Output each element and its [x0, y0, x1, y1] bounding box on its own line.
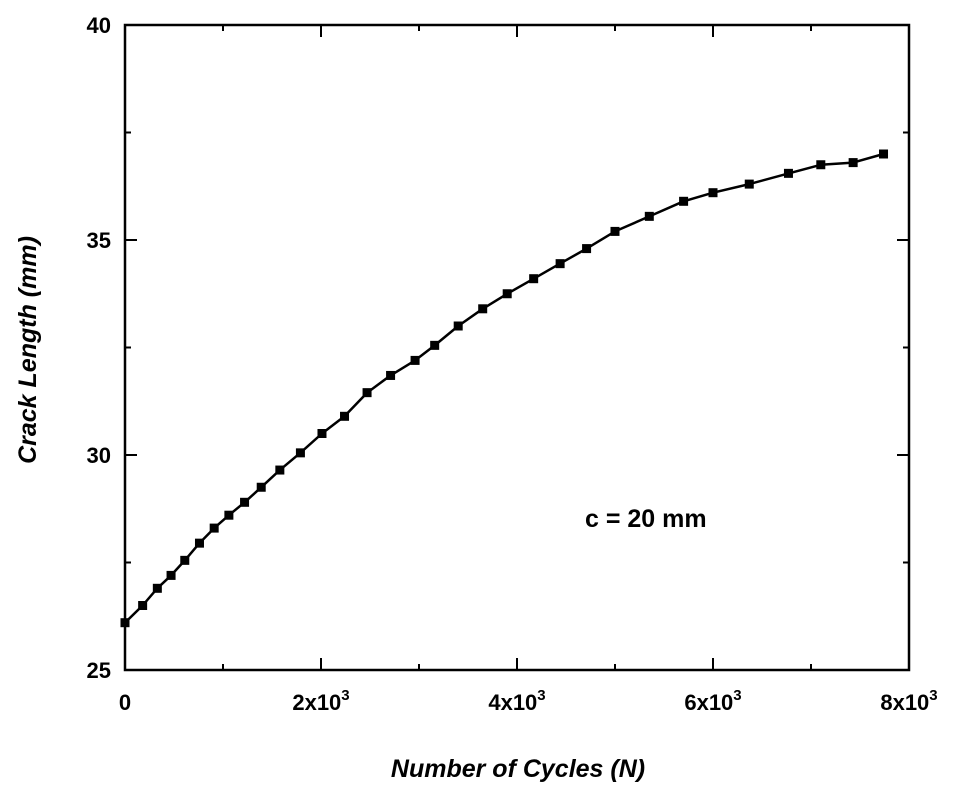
label-layer: c = 20 mm Number of Cycles (N) Crack Len…: [14, 236, 707, 783]
data-point: [555, 259, 565, 269]
x-tick-label: 6x103: [684, 687, 741, 715]
data-point: [120, 618, 130, 628]
data-point: [194, 538, 204, 548]
y-tick-label: 40: [87, 13, 111, 38]
data-point: [879, 149, 889, 159]
series-line: [124, 152, 884, 624]
x-tick-label: 2x103: [292, 687, 349, 715]
plot-frame: [123, 23, 911, 672]
data-point: [256, 482, 266, 492]
data-point: [708, 188, 718, 198]
data-point: [478, 304, 488, 314]
data-point: [582, 244, 592, 254]
data-point: [340, 411, 350, 421]
data-point: [410, 355, 420, 365]
data-point: [138, 601, 148, 610]
data-point: [362, 388, 372, 398]
data-point: [275, 465, 285, 475]
axes-layer: 0 2x103 4x103 6x103 8x103 25 30 35 40: [87, 13, 938, 715]
y-tick-label: 30: [87, 443, 111, 468]
x-tick-label: 4x103: [488, 687, 545, 715]
data-point: [644, 211, 654, 221]
data-point: [386, 370, 396, 380]
data-layer: [120, 149, 889, 628]
data-point: [502, 289, 512, 299]
data-point: [453, 321, 463, 331]
y-tick-label: 35: [87, 228, 111, 253]
annotation-label: c = 20 mm: [585, 505, 707, 533]
data-point: [166, 570, 176, 580]
data-point: [848, 158, 858, 168]
x-tick-label: 0: [119, 690, 131, 715]
data-point: [224, 510, 234, 520]
data-point: [816, 160, 826, 170]
x-axis-title: Number of Cycles (N): [391, 755, 645, 783]
data-point: [180, 555, 190, 565]
data-point: [529, 274, 539, 284]
data-point: [317, 429, 327, 438]
y-axis-title: Crack Length (mm): [14, 236, 42, 464]
data-point: [679, 196, 689, 206]
data-point: [152, 583, 162, 593]
x-tick-label: 8x103: [880, 687, 937, 715]
data-point: [783, 168, 793, 178]
data-point: [744, 179, 754, 189]
data-point: [295, 448, 305, 458]
y-tick-label: 25: [87, 658, 111, 683]
data-point: [209, 523, 219, 533]
data-point: [240, 497, 250, 507]
data-point: [430, 340, 440, 350]
data-point: [610, 226, 620, 236]
